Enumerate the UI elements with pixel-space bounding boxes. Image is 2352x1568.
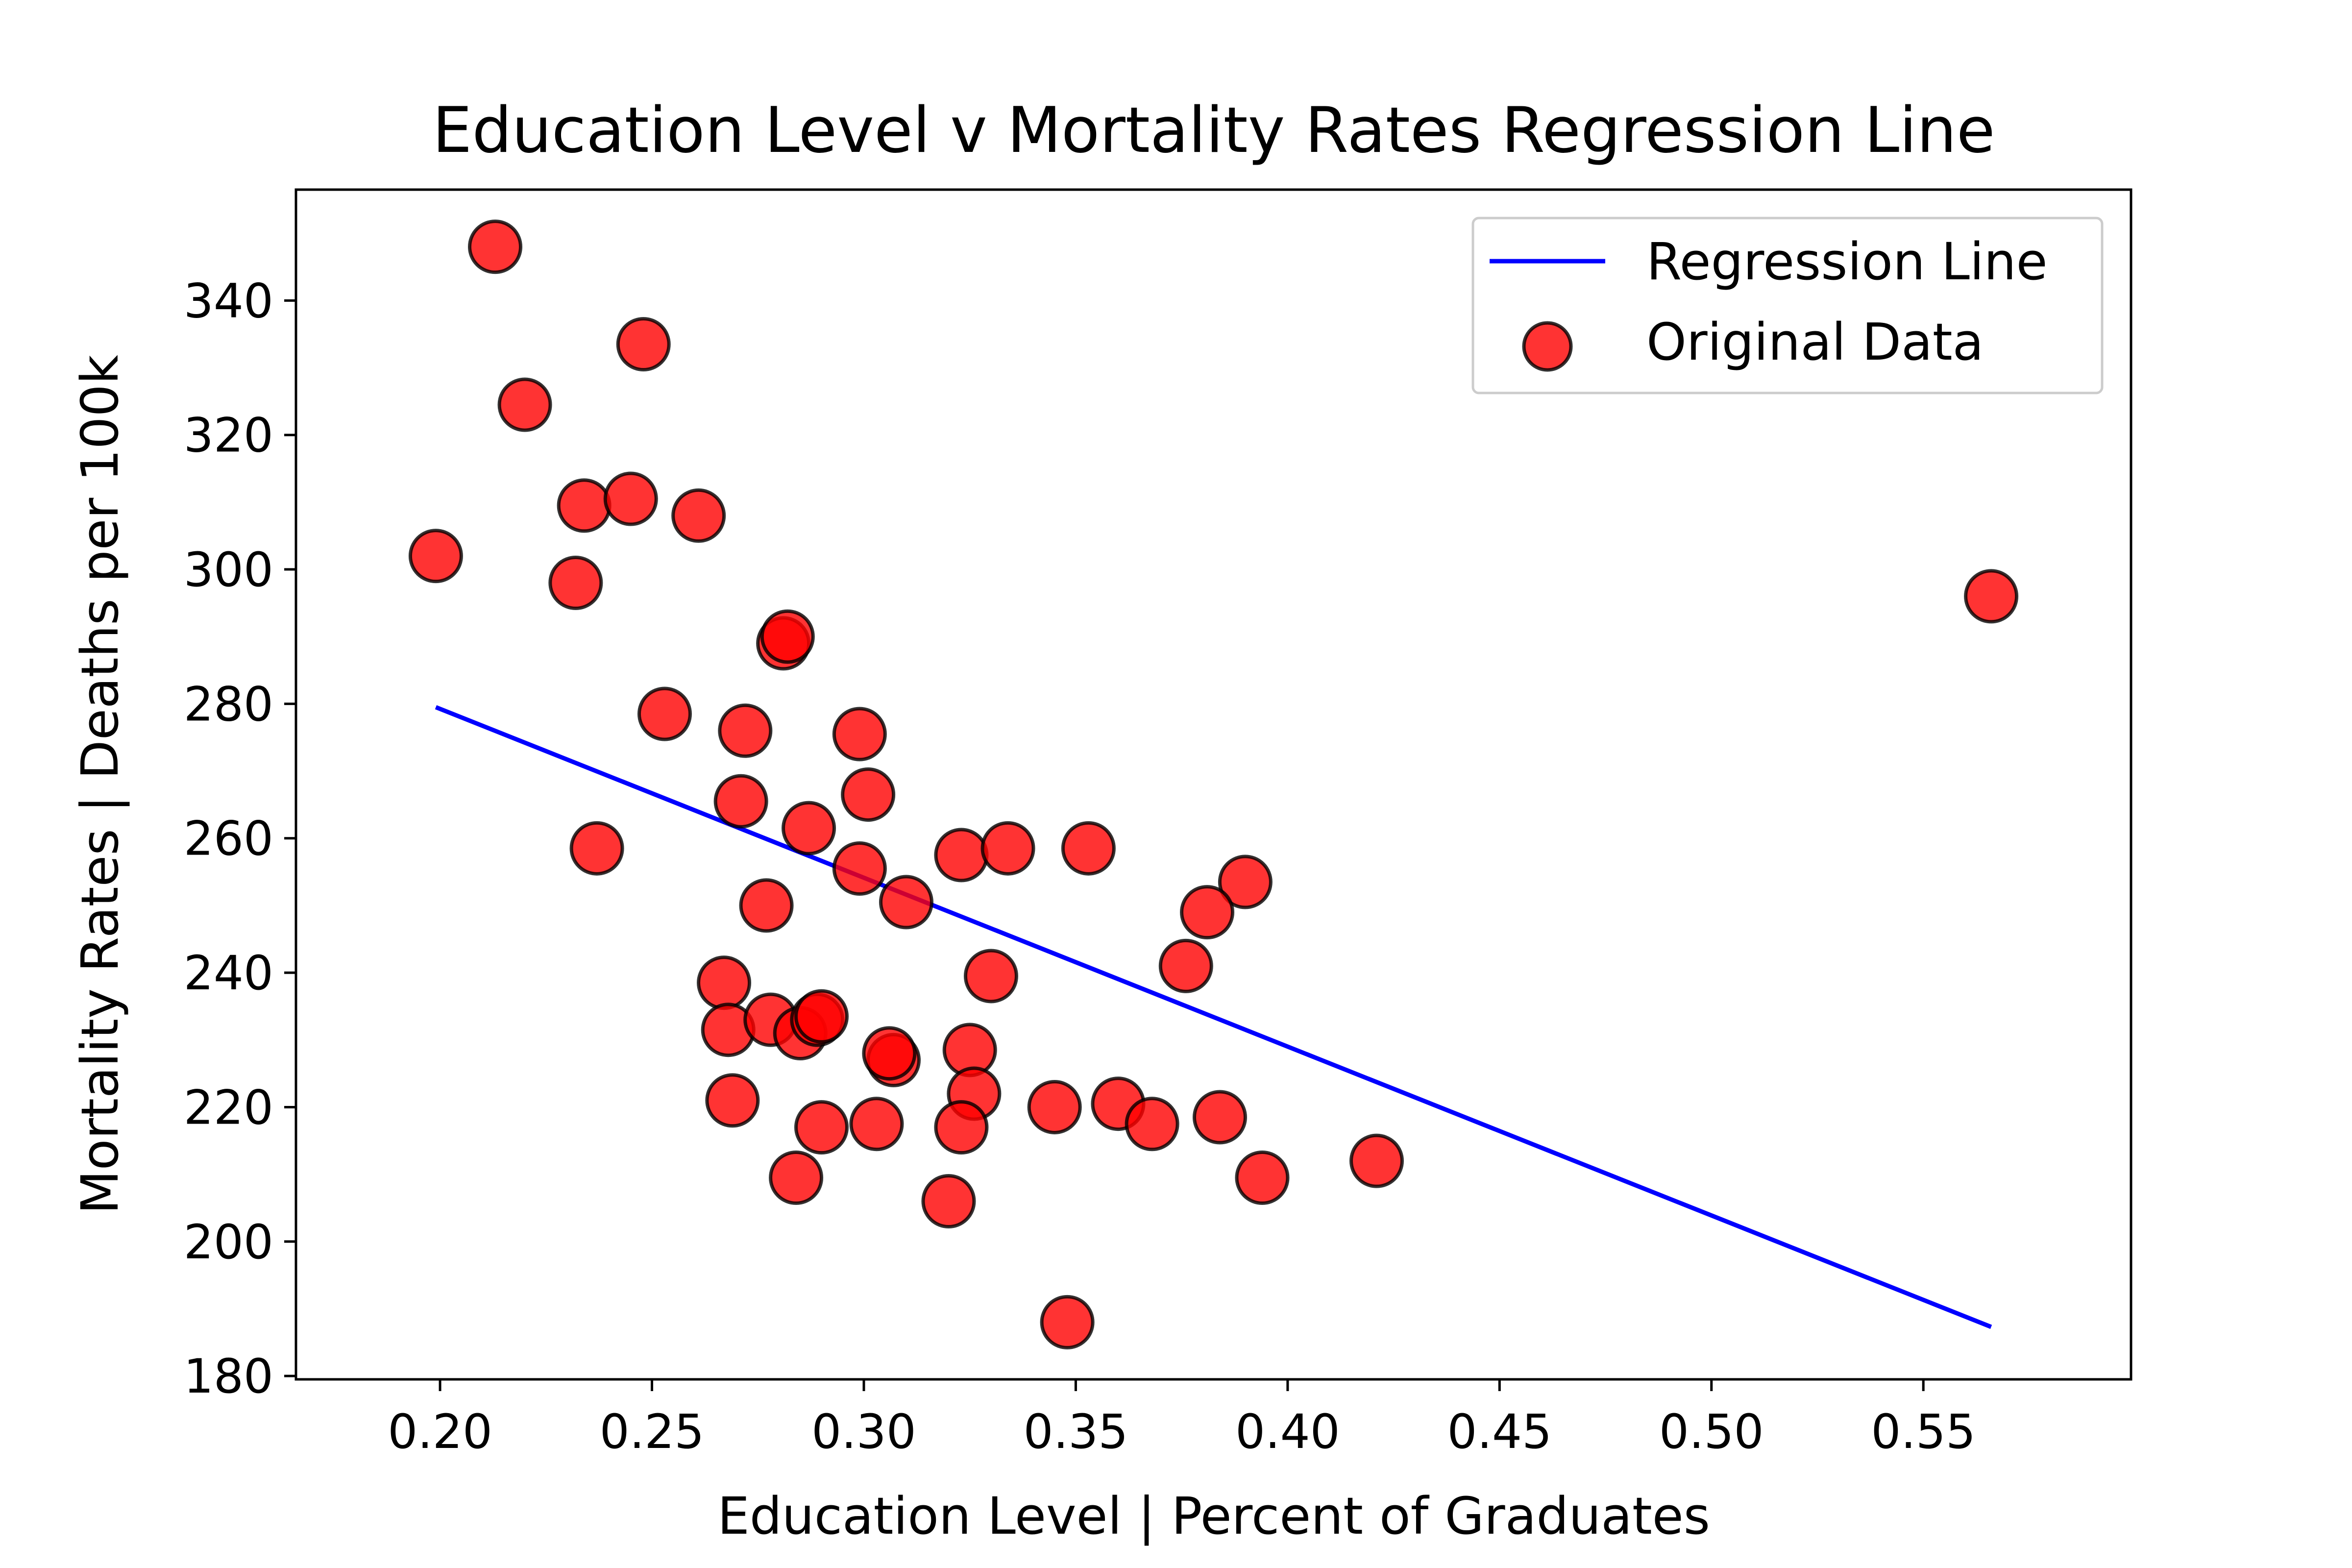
data-point	[697, 956, 752, 1010]
legend-label-data: Original Data	[1646, 312, 1984, 372]
data-point	[921, 1174, 976, 1228]
data-point	[637, 686, 692, 741]
data-point	[569, 821, 624, 876]
data-point	[832, 707, 887, 761]
data-point	[1040, 1295, 1095, 1349]
plot-area-frame	[294, 188, 2132, 1381]
regression-line-layer	[435, 705, 1992, 1329]
data-point	[1158, 938, 1213, 993]
data-point	[794, 989, 849, 1044]
data-point	[794, 1100, 849, 1155]
y-tick-label: 280	[184, 677, 273, 732]
data-point	[671, 488, 726, 543]
regression-line	[435, 705, 1992, 1329]
data-point	[603, 471, 658, 526]
data-point	[408, 529, 463, 584]
data-point	[468, 220, 523, 274]
data-point	[705, 1073, 760, 1128]
data-point	[713, 774, 768, 829]
data-point	[497, 377, 552, 432]
data-point	[1349, 1133, 1404, 1188]
data-point	[782, 801, 836, 856]
y-tick-label: 180	[184, 1349, 273, 1404]
data-point	[841, 767, 896, 822]
x-tick-label: 0.30	[811, 1404, 916, 1459]
legend-label-regression: Regression Line	[1646, 232, 2048, 292]
y-axis: 180 200 220 240 260 280 300 320 340	[184, 273, 296, 1404]
data-point	[963, 949, 1018, 1004]
data-point	[769, 1150, 824, 1205]
y-tick-label: 320	[184, 408, 273, 463]
data-point	[862, 1026, 917, 1081]
data-point	[1964, 569, 2019, 624]
y-tick-label: 260	[184, 811, 273, 866]
y-tick-label: 340	[184, 273, 273, 328]
data-point	[616, 317, 671, 372]
data-point	[557, 478, 612, 533]
data-point	[980, 821, 1035, 876]
data-point	[548, 555, 603, 610]
data-point	[1192, 1090, 1247, 1145]
data-point	[760, 609, 815, 664]
x-tick-label: 0.35	[1024, 1404, 1128, 1459]
x-tick-label: 0.40	[1235, 1404, 1340, 1459]
y-tick-label: 240	[184, 946, 273, 1001]
x-tick-label: 0.20	[388, 1404, 492, 1459]
data-point	[1125, 1097, 1179, 1152]
chart-title: Education Level v Mortality Rates Regres…	[432, 94, 1995, 167]
data-point	[739, 878, 794, 933]
data-points-layer	[408, 220, 2019, 1349]
y-axis-label: Mortality Rates | Deaths per 100k	[70, 355, 130, 1214]
data-point	[934, 828, 989, 882]
y-tick-label: 300	[184, 542, 273, 597]
data-point	[879, 875, 933, 930]
data-point	[718, 703, 773, 758]
y-tick-label: 220	[184, 1080, 273, 1135]
data-point	[1218, 855, 1273, 909]
data-point	[934, 1100, 989, 1155]
data-point	[1027, 1079, 1082, 1134]
x-tick-label: 0.50	[1659, 1404, 1764, 1459]
y-tick-label: 200	[184, 1215, 273, 1270]
x-tick-label: 0.45	[1447, 1404, 1552, 1459]
legend-box	[1471, 217, 2104, 394]
data-point	[1235, 1150, 1290, 1205]
legend-marker-swatch	[1522, 321, 1573, 372]
data-point	[849, 1097, 904, 1152]
data-point	[1061, 821, 1116, 876]
data-point	[832, 841, 887, 896]
x-axis: 0.20 0.25 0.30 0.35 0.40 0.45 0.50 0.55	[388, 1379, 1976, 1459]
x-axis-label: Education Level | Percent of Graduates	[717, 1486, 1710, 1546]
x-tick-label: 0.55	[1871, 1404, 1976, 1459]
data-point	[1180, 885, 1235, 940]
x-tick-label: 0.25	[600, 1404, 705, 1459]
legend: Regression Line Original Data	[1471, 217, 2104, 394]
